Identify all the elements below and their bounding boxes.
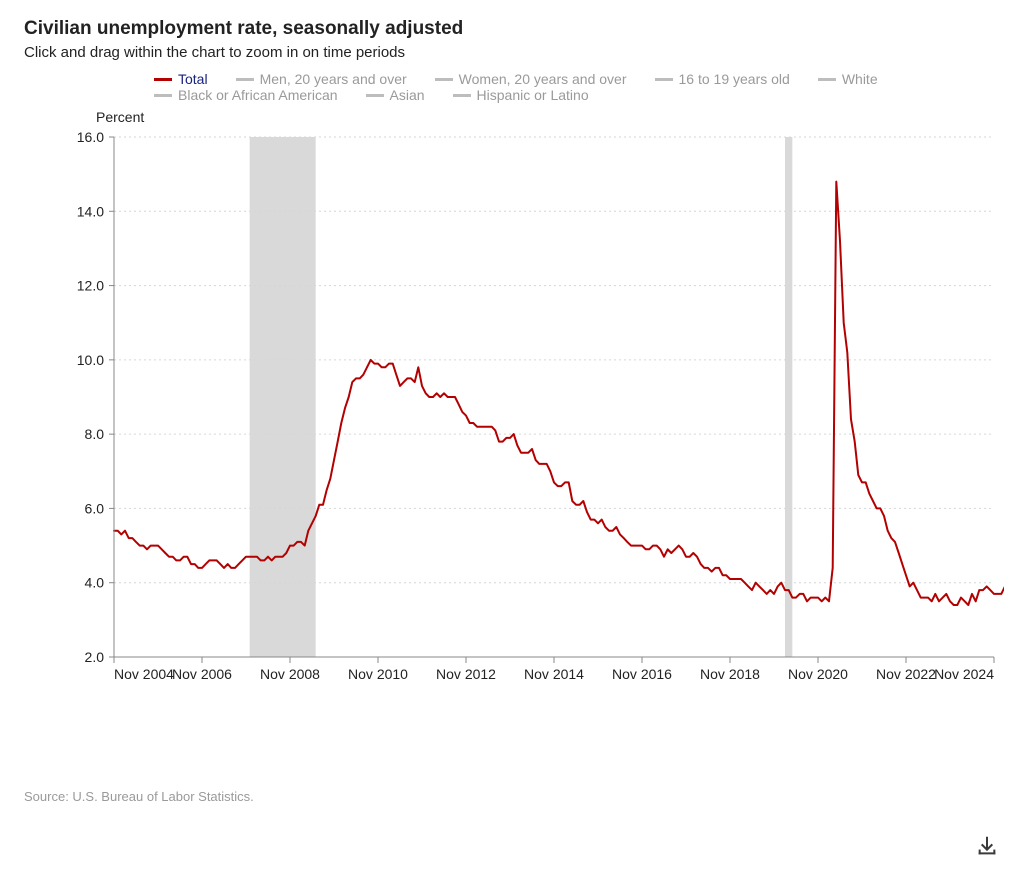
y-tick-label: 2.0 <box>85 649 105 665</box>
legend-label: White <box>842 71 878 87</box>
x-tick-label: Nov 2018 <box>700 666 760 682</box>
series-line-total[interactable] <box>114 182 1004 605</box>
download-icon[interactable] <box>976 835 998 862</box>
y-tick-label: 16.0 <box>77 129 104 145</box>
y-axis-title: Percent <box>96 109 1000 125</box>
legend-item-total[interactable]: Total <box>154 71 208 87</box>
x-tick-label: Nov 2024 <box>934 666 994 682</box>
x-tick-label: Nov 2022 <box>876 666 936 682</box>
x-tick-label: Nov 2020 <box>788 666 848 682</box>
y-tick-label: 8.0 <box>85 426 105 442</box>
legend-swatch <box>453 94 471 97</box>
chart-title: Civilian unemployment rate, seasonally a… <box>24 18 1000 40</box>
chart-subtitle: Click and drag within the chart to zoom … <box>24 44 1000 61</box>
line-chart-svg[interactable]: 2.04.06.08.010.012.014.016.0Nov 2004Nov … <box>44 127 1004 687</box>
x-tick-label: Nov 2006 <box>172 666 232 682</box>
legend-item-16-to-19-years-old[interactable]: 16 to 19 years old <box>655 71 790 87</box>
x-tick-label: Nov 2016 <box>612 666 672 682</box>
x-tick-label: Nov 2014 <box>524 666 584 682</box>
legend-item-black-or-african-american[interactable]: Black or African American <box>154 87 338 103</box>
y-tick-label: 10.0 <box>77 352 104 368</box>
legend-label: Black or African American <box>178 87 338 103</box>
legend-swatch <box>435 78 453 81</box>
y-tick-label: 12.0 <box>77 278 104 294</box>
chart-plot-area[interactable]: 2.04.06.08.010.012.014.016.0Nov 2004Nov … <box>44 127 1000 692</box>
legend-label: Asian <box>390 87 425 103</box>
legend-swatch <box>366 94 384 97</box>
legend-swatch <box>154 94 172 97</box>
legend-label: Women, 20 years and over <box>459 71 627 87</box>
legend-swatch <box>655 78 673 81</box>
legend-label: 16 to 19 years old <box>679 71 790 87</box>
recession-band <box>785 137 792 657</box>
legend-label: Men, 20 years and over <box>260 71 407 87</box>
y-tick-label: 6.0 <box>85 500 105 516</box>
legend-label: Hispanic or Latino <box>477 87 589 103</box>
recession-band <box>250 137 316 657</box>
y-tick-label: 4.0 <box>85 575 105 591</box>
chart-source: Source: U.S. Bureau of Labor Statistics. <box>24 789 254 804</box>
legend-item-white[interactable]: White <box>818 71 878 87</box>
x-tick-label: Nov 2012 <box>436 666 496 682</box>
legend-item-men-20-years-and-over[interactable]: Men, 20 years and over <box>236 71 407 87</box>
legend-item-women-20-years-and-over[interactable]: Women, 20 years and over <box>435 71 627 87</box>
legend-swatch <box>818 78 836 81</box>
legend-swatch <box>236 78 254 81</box>
legend-label: Total <box>178 71 208 87</box>
legend: Total Men, 20 years and over Women, 20 yea… <box>154 71 920 103</box>
x-tick-label: Nov 2008 <box>260 666 320 682</box>
x-tick-label: Nov 2010 <box>348 666 408 682</box>
legend-item-asian[interactable]: Asian <box>366 87 425 103</box>
legend-swatch <box>154 78 172 81</box>
x-tick-label: Nov 2004 <box>114 666 174 682</box>
legend-item-hispanic-or-latino[interactable]: Hispanic or Latino <box>453 87 589 103</box>
y-tick-label: 14.0 <box>77 203 104 219</box>
